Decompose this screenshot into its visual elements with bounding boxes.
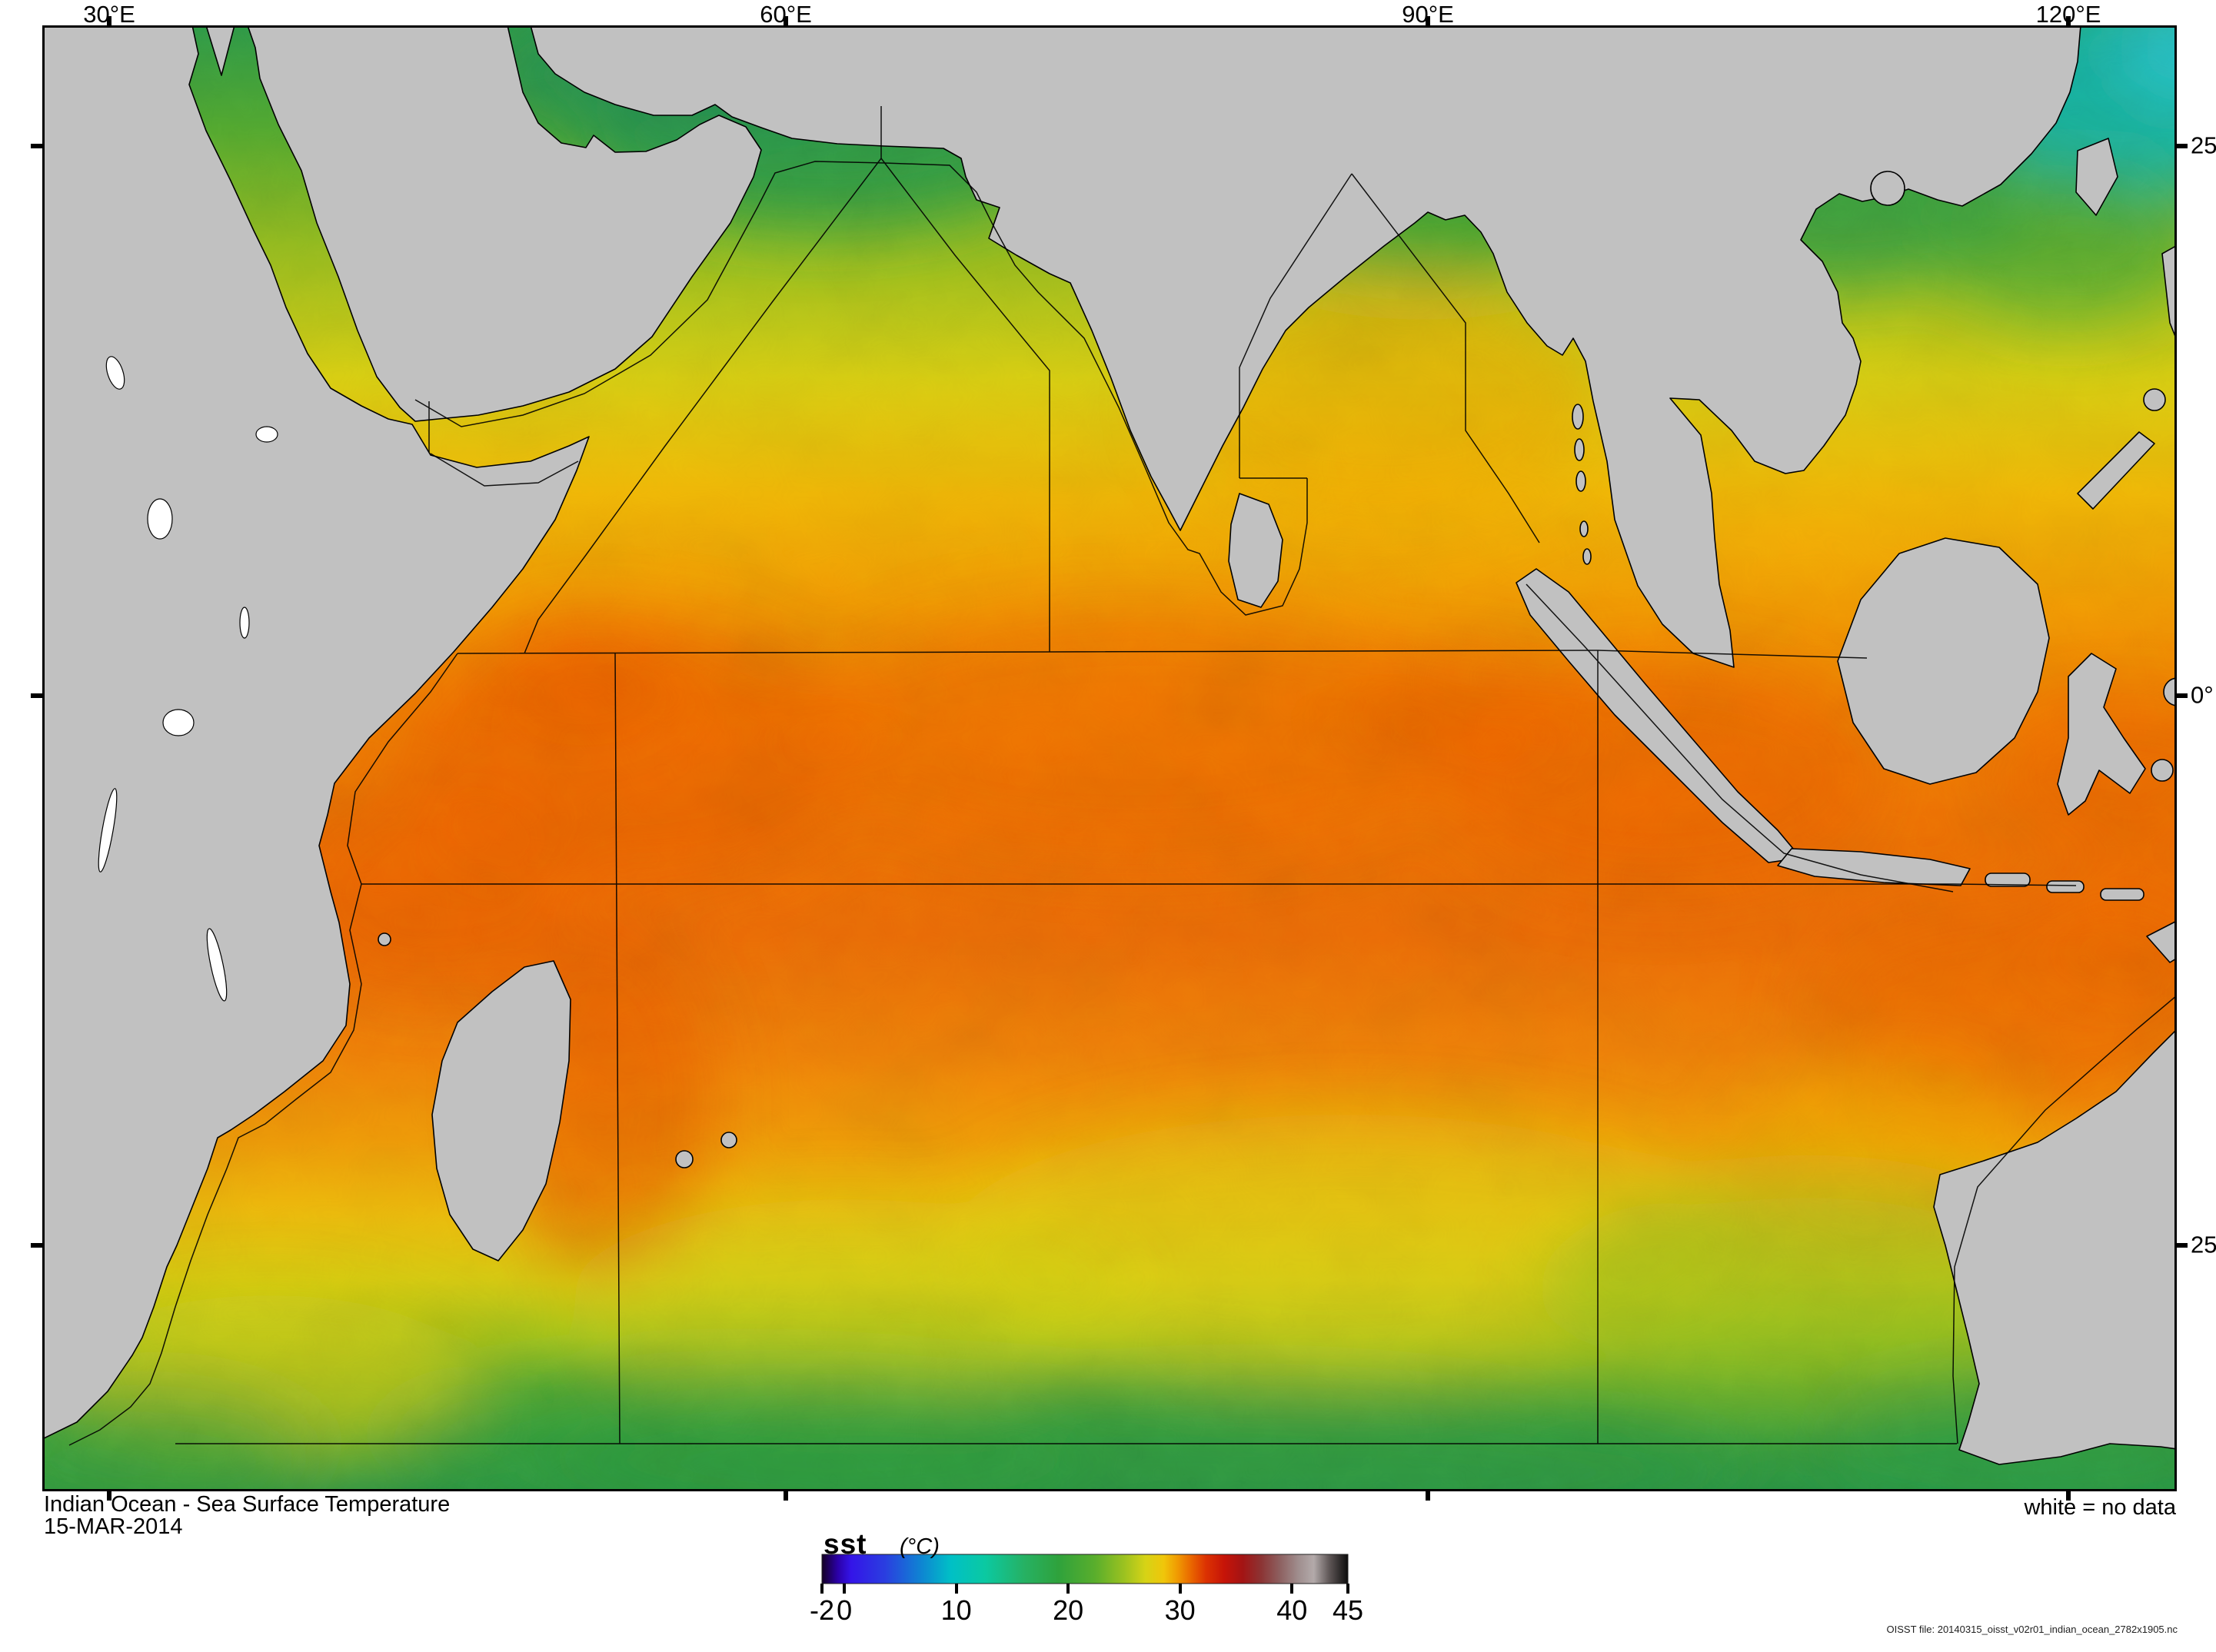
lat-tick-mark: [2176, 1243, 2188, 1248]
lake: [162, 709, 195, 736]
lat-tick-mark: [31, 144, 42, 148]
lon-tick-mark: [1426, 16, 1430, 26]
colorbar-tick-label: 0: [837, 1594, 853, 1626]
land-sunda-islands: [2100, 888, 2144, 901]
colorbar-tick-label: -2: [809, 1594, 835, 1626]
land-hainan: [1870, 171, 1905, 206]
land-andaman: [1575, 470, 1586, 492]
colorbar-tick-label: 10: [940, 1594, 972, 1626]
lon-tick-mark: [784, 16, 788, 26]
colorbar-gradient: [821, 1554, 1349, 1584]
colorbar-tick-mark: [1290, 1584, 1294, 1594]
lake: [255, 426, 278, 443]
lon-tick-mark: [2066, 1491, 2071, 1501]
region-line-55e: [614, 653, 621, 1444]
lon-tick-mark: [2066, 16, 2071, 26]
land-luzon: [2161, 244, 2177, 342]
land-andaman: [1572, 404, 1584, 430]
land-java: [1777, 848, 1971, 886]
region-line-sumatra-offset: [1526, 583, 1954, 892]
lon-tick-mark: [1426, 1491, 1430, 1501]
land-australia: [1933, 1028, 2177, 1465]
land-moluccas: [2151, 759, 2174, 782]
land-palawan: [2077, 431, 2155, 510]
lon-tick-mark: [107, 16, 111, 26]
region-line-somali-coast-strip: [347, 453, 579, 885]
no-data-lakes-layer: [98, 356, 278, 1002]
lat-tick-mark: [2176, 693, 2188, 698]
map-frame: [42, 25, 2177, 1491]
land-sunda-islands: [1985, 873, 2031, 887]
lake: [105, 356, 125, 390]
land-asia: [530, 25, 2081, 668]
colorbar-tick-label: 40: [1276, 1594, 1308, 1626]
lake: [98, 788, 118, 873]
land-sinai: [205, 25, 235, 76]
colorbar-tick-mark: [843, 1584, 847, 1594]
land-moluccas: [2163, 677, 2177, 706]
colorbar-tick-label: 30: [1164, 1594, 1196, 1626]
land-arabia: [247, 25, 762, 422]
colorbar-tick-mark: [954, 1584, 958, 1594]
lon-tick-mark: [107, 1491, 111, 1501]
no-data-note: white = no data: [2024, 1495, 2176, 1520]
land-moluccas: [2190, 799, 2208, 818]
land-sulawesi: [2057, 653, 2146, 816]
lat-tick-label: 25°: [2191, 131, 2216, 159]
land-reunion: [675, 1150, 694, 1168]
lat-tick-mark: [2176, 144, 2188, 148]
lat-tick-mark: [31, 693, 42, 698]
land-mindanao: [2178, 447, 2216, 538]
land-visayas: [2175, 411, 2177, 422]
lake: [206, 928, 228, 1002]
land-nicobar: [1582, 548, 1592, 565]
land-borneo: [1837, 537, 2050, 785]
region-line-bay-of-bengal-wedge: [1239, 173, 1540, 543]
colorbar-tick-label: 45: [1332, 1594, 1364, 1626]
lat-tick-label: 0°: [2191, 681, 2214, 709]
lake: [147, 498, 173, 540]
land-madagascar: [431, 960, 571, 1261]
map-title: Indian Ocean - Sea Surface Temperature: [44, 1492, 451, 1517]
source-file-note: OISST file: 20140315_oisst_v02r01_indian…: [1886, 1624, 2178, 1635]
land-nicobar: [1579, 520, 1589, 537]
land-andaman: [1574, 438, 1585, 461]
lat-tick-label: 25°: [2191, 1231, 2216, 1258]
region-line-10s: [361, 883, 2077, 886]
land-visayas: [2143, 388, 2166, 411]
colorbar-unit: (°C): [900, 1534, 940, 1559]
region-line-coastal-strip-west: [414, 161, 1308, 616]
land-layer: [42, 25, 2216, 1465]
land-mauritius: [720, 1132, 737, 1148]
colorbar-tick-mark: [820, 1584, 824, 1594]
land-africa: [42, 25, 590, 1440]
colorbar-tick-mark: [1178, 1584, 1182, 1594]
land-timor: [2146, 920, 2177, 963]
map-date: 15-MAR-2014: [44, 1514, 183, 1539]
colorbar-label: sst: [824, 1528, 867, 1560]
region-line-nw-australia-shelf: [1952, 995, 2177, 1444]
land-sunda-islands: [2046, 880, 2085, 893]
land-comoros: [378, 932, 391, 946]
land-sri-lanka: [1228, 493, 1283, 608]
lat-tick-mark: [31, 1243, 42, 1248]
colorbar-tick-mark: [1346, 1584, 1349, 1594]
colorbar-tick-label: 20: [1053, 1594, 1084, 1626]
region-line-equatorial: [457, 650, 1868, 659]
colorbar-tick-mark: [1066, 1584, 1070, 1594]
lake: [239, 607, 250, 639]
land-taiwan: [2075, 138, 2118, 216]
region-line-mozambique-strip: [68, 883, 362, 1446]
lon-tick-mark: [784, 1491, 788, 1501]
region-boundaries-layer: [68, 106, 2177, 1446]
region-line-arabian-sea-wedge: [524, 106, 1050, 654]
